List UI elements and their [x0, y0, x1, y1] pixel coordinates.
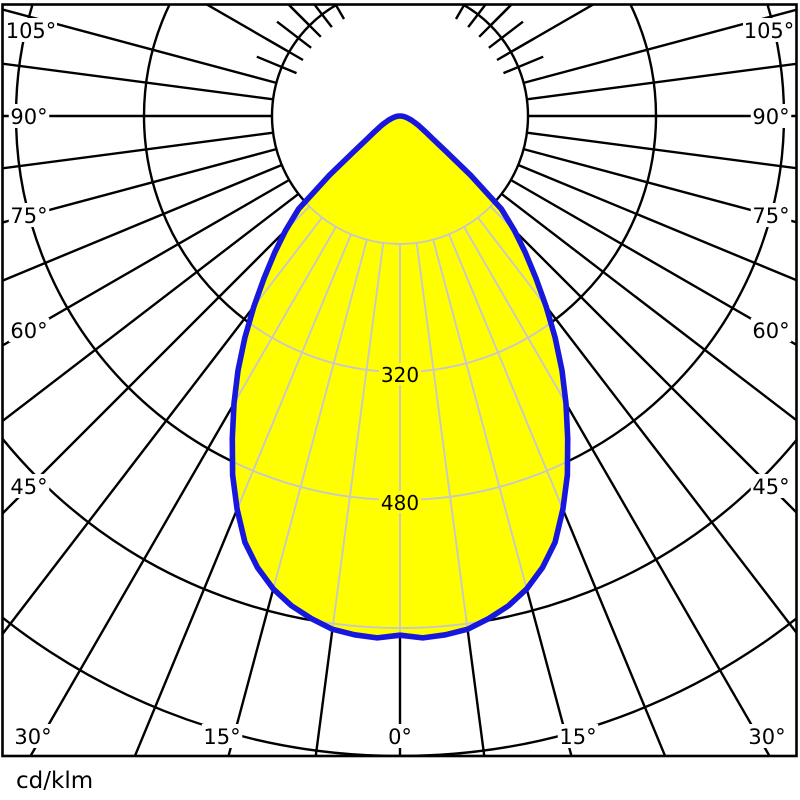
label-halo [746, 724, 788, 748]
polar-grid-radial [2, 147, 277, 224]
polar-grid-radial [2, 8, 277, 85]
polar-grid-radial [463, 226, 568, 638]
polar-grid-radial [232, 233, 352, 638]
polar-grid-radial [2, 205, 311, 516]
polar-grid-radial [526, 131, 797, 170]
label-halo [8, 203, 50, 227]
polar-grid-tick [265, 37, 304, 62]
label-halo [750, 104, 792, 128]
polar-grid-tick [334, 4, 346, 20]
polar-grid-tick [454, 4, 466, 20]
angle-label: 90° [10, 105, 47, 129]
label-halo [12, 724, 54, 748]
polar-grid-radial [432, 239, 568, 638]
angle-label: 105° [744, 19, 795, 43]
polar-grid-radial [2, 178, 290, 347]
angle-label: 45° [10, 475, 47, 499]
polar-grid-tick [312, 4, 333, 28]
label-halo [557, 724, 599, 748]
angle-label: 75° [752, 204, 789, 228]
polar-grid-radial [242, 242, 385, 638]
polar-grid-radial [489, 205, 797, 515]
polar-grid-tick [488, 20, 524, 49]
angle-label: 0° [388, 725, 412, 749]
label-halo [8, 104, 50, 128]
polar-grid-radial [510, 178, 797, 347]
polar-grid-radial [476, 216, 797, 635]
angle-label: 90° [752, 105, 789, 129]
label-halo [743, 18, 795, 42]
angle-label: 105° [6, 19, 57, 43]
polar-grid-radial [527, 0, 800, 99]
polar-grid-tick [467, 4, 488, 28]
polar-grid-tick [496, 37, 535, 62]
angle-label: 30° [14, 725, 51, 749]
label-halo [379, 491, 421, 513]
polar-grid-radial [2, 62, 274, 101]
label-halo [750, 474, 792, 498]
angle-label: 15° [203, 725, 240, 749]
polar-grid-tick [256, 55, 297, 75]
polar-grid-radial [517, 163, 797, 282]
polar-grid-radial [526, 62, 797, 101]
polar-grid-radial [523, 147, 797, 224]
label-halo [201, 724, 243, 748]
angle-label: 60° [752, 319, 789, 343]
label-halo [379, 363, 421, 385]
label-halo [8, 474, 50, 498]
polar-grid-radial [2, 216, 324, 637]
polar-grid-tick [478, 5, 511, 38]
angle-label: 45° [752, 475, 789, 499]
polar-grid-radial [232, 226, 337, 638]
label-halo [750, 203, 792, 227]
polar-grid-tick [289, 5, 322, 38]
polar-grid-radial [232, 239, 368, 638]
polar-grid-radial [2, 192, 300, 423]
unit-label: cd/klm [16, 768, 93, 794]
angle-label: 15° [559, 725, 596, 749]
label-halo [750, 318, 792, 342]
chart-frame [1, 3, 798, 758]
polar-grid-radial [415, 242, 558, 638]
polar-grid-radial [523, 8, 797, 85]
polar-grid-tick [276, 20, 312, 49]
angle-label: 75° [10, 204, 47, 228]
angle-label: 30° [748, 725, 785, 749]
polar-grid-radial [500, 192, 797, 422]
ring-value-label: 320 [381, 363, 419, 387]
polar-grid-radial [448, 233, 568, 638]
ring-value-labels: 320 480 [379, 363, 421, 515]
angle-labels: 0° 15° 15° 30° 30° 45° 45° 60° 60° 75° 75° 90° 90° 10… [5, 18, 795, 749]
polar-grid-radial [2, 163, 283, 282]
polar-grid-radial [2, 131, 274, 170]
intensity-curve-outline [229, 113, 571, 641]
angle-label: 60° [10, 319, 47, 343]
polar-grid-tick [503, 55, 544, 75]
label-halo [385, 724, 415, 748]
label-halo [8, 318, 50, 342]
polar-grid-radial [0, 0, 273, 99]
ring-value-label: 480 [381, 491, 419, 515]
label-halo [5, 18, 57, 42]
